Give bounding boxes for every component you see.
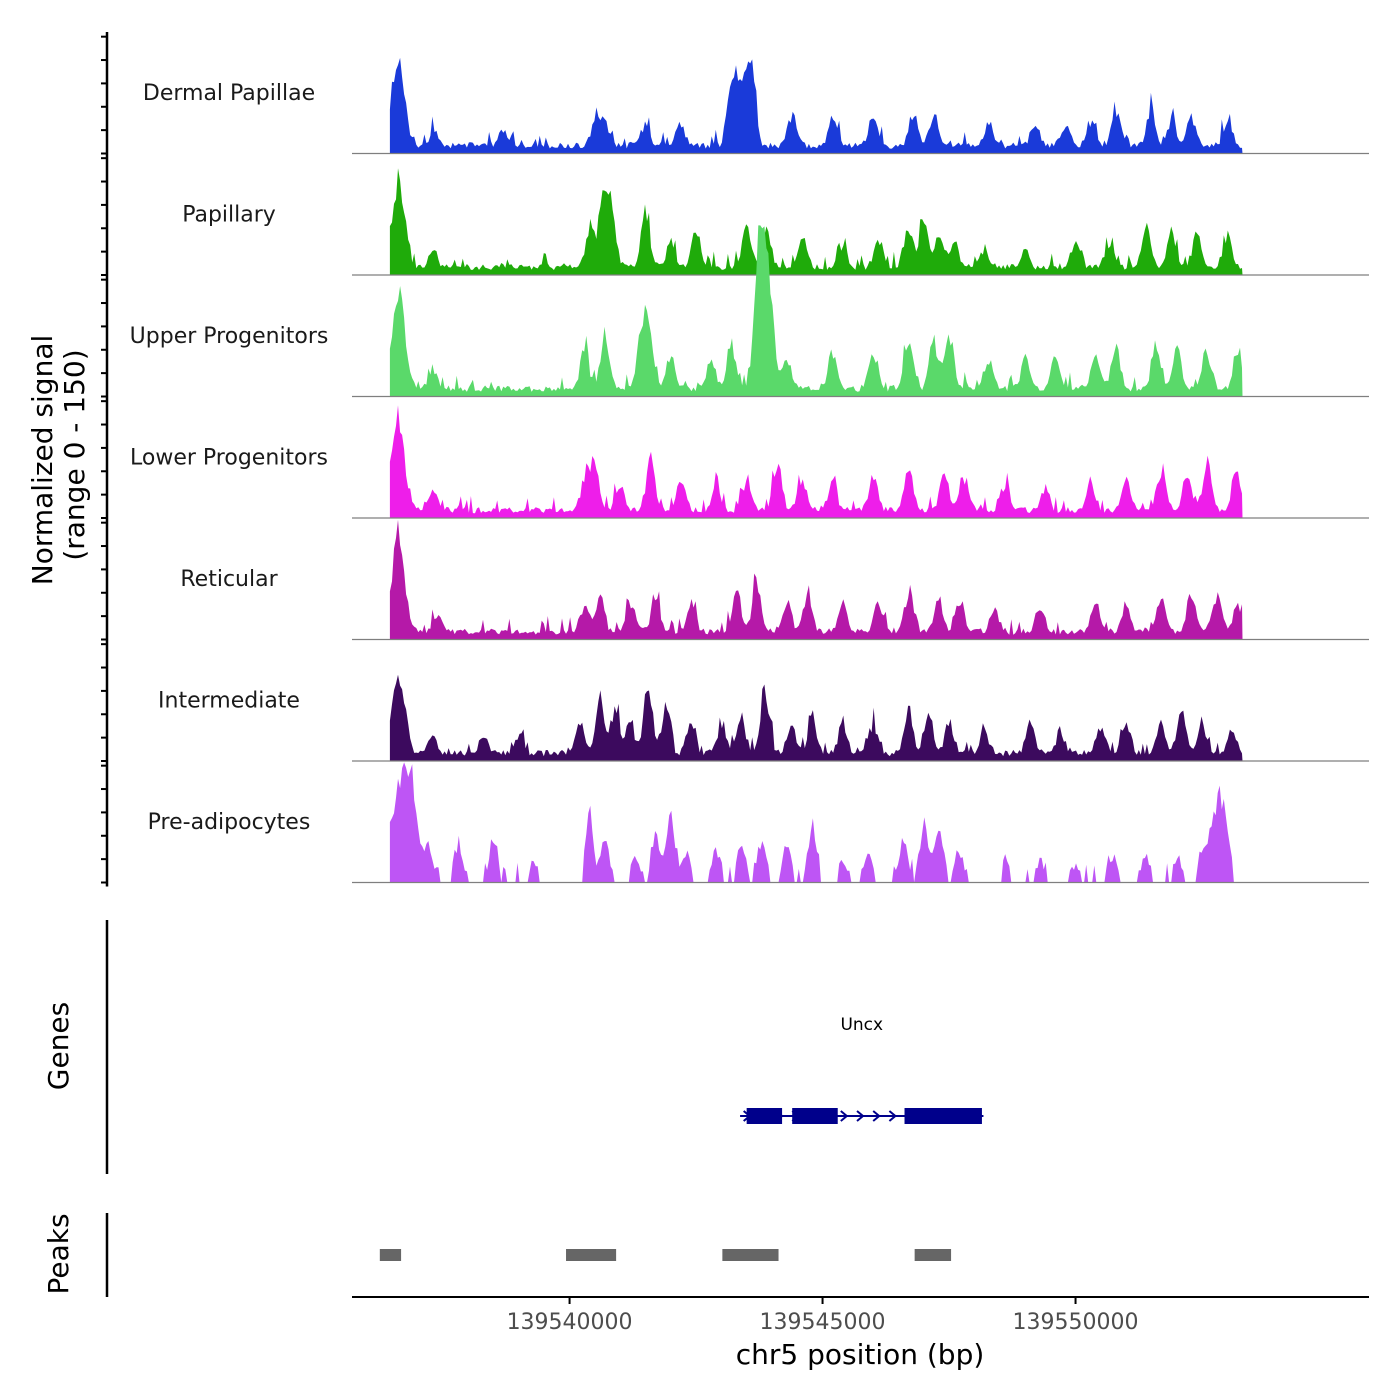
strand-arrow-icon bbox=[888, 1110, 897, 1122]
track-dermal-papillae: Dermal Papillae bbox=[143, 57, 1369, 155]
x-axis: chr5 position (bp) 139540000 139545000 139… bbox=[352, 1296, 1369, 1371]
left-axes bbox=[101, 32, 109, 887]
peaks-track-label: Peaks bbox=[42, 1213, 75, 1294]
signal-area bbox=[389, 674, 1243, 761]
x-tick-label: 139550000 bbox=[1013, 1310, 1139, 1335]
signal-area bbox=[389, 225, 1243, 397]
peak-region bbox=[379, 1249, 402, 1261]
y-axis-title: Normalized signal bbox=[26, 335, 59, 586]
gene-name-label: Uncx bbox=[840, 1015, 883, 1035]
peaks-track: Peaks bbox=[42, 1213, 952, 1297]
y-axis-range: (range 0 - 150) bbox=[58, 349, 91, 560]
x-tick-label: 139545000 bbox=[760, 1310, 886, 1335]
coverage-tracks: Dermal Papillae Papillary Upper Progenitor… bbox=[130, 57, 1369, 884]
signal-area bbox=[389, 519, 1243, 640]
genes-track: Genes Uncx bbox=[42, 920, 984, 1174]
signal-area bbox=[389, 762, 1243, 883]
gene-exon bbox=[792, 1108, 838, 1124]
strand-arrow-icon bbox=[856, 1110, 865, 1122]
track-reticular: Reticular bbox=[180, 519, 1369, 641]
signal-area bbox=[389, 405, 1243, 518]
gene-uncx: Uncx bbox=[740, 1015, 984, 1124]
peak-region bbox=[722, 1249, 779, 1261]
signal-area bbox=[389, 168, 1243, 275]
track-intermediate: Intermediate bbox=[158, 674, 1369, 762]
track-lower-progenitors: Lower Progenitors bbox=[130, 405, 1369, 519]
track-label: Dermal Papillae bbox=[143, 81, 315, 106]
peak-region bbox=[914, 1249, 952, 1261]
strand-arrow-icon bbox=[840, 1110, 849, 1122]
signal-area bbox=[389, 57, 1243, 154]
x-axis-title: chr5 position (bp) bbox=[736, 1338, 985, 1371]
gene-exon bbox=[746, 1108, 783, 1124]
track-label: Reticular bbox=[180, 567, 278, 592]
track-upper-progenitors: Upper Progenitors bbox=[130, 225, 1369, 398]
track-label: Pre-adipocytes bbox=[148, 810, 311, 835]
x-tick-label: 139540000 bbox=[507, 1310, 633, 1335]
track-papillary: Papillary bbox=[182, 168, 1369, 276]
track-pre-adipocytes: Pre-adipocytes bbox=[148, 762, 1369, 884]
genes-track-label: Genes bbox=[42, 1002, 75, 1090]
gene-exon bbox=[904, 1108, 982, 1124]
track-label: Upper Progenitors bbox=[130, 324, 329, 349]
track-label: Intermediate bbox=[158, 689, 300, 714]
track-label: Papillary bbox=[182, 203, 276, 228]
strand-arrow-icon bbox=[872, 1110, 881, 1122]
track-label: Lower Progenitors bbox=[130, 446, 328, 471]
peak-region bbox=[566, 1249, 617, 1261]
